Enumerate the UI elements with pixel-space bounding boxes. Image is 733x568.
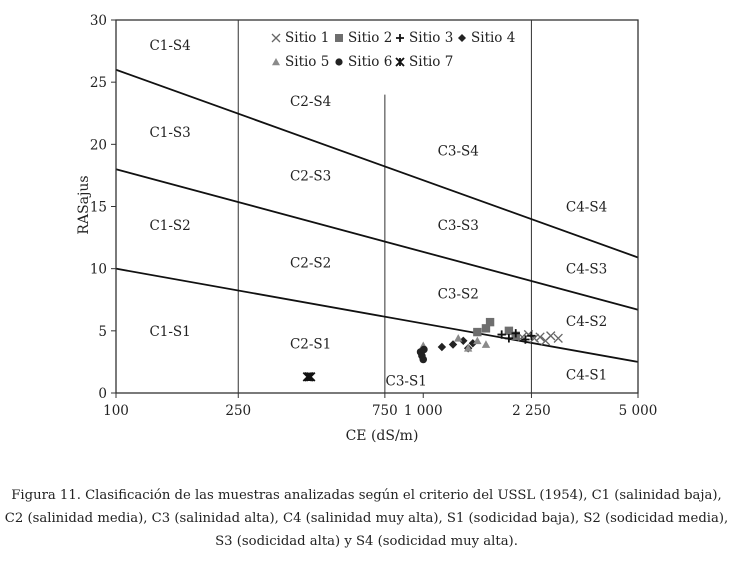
zone-label: C3-S4 <box>438 144 479 160</box>
data-point <box>521 335 530 344</box>
data-point <box>504 334 514 343</box>
zone-label: C2-S1 <box>290 336 331 352</box>
y-tick-label: 0 <box>98 386 107 402</box>
legend: Sitio 1 Sitio 2 Sitio 3 Sitio 4 Sitio 5 Sitio… <box>271 30 515 70</box>
legend-label: Sitio 7 <box>409 54 453 70</box>
series-sitio-6 <box>416 345 428 364</box>
y-tick-label: 15 <box>90 200 107 216</box>
zone-label: C1-S3 <box>149 125 190 141</box>
legend-label: Sitio 4 <box>471 30 515 46</box>
ussl-classification-chart: C1-S4 C1-S3 C1-S2 C1-S1 C2-S4 C2-S3 C2-S2 C2-S1… <box>76 13 658 444</box>
sodicity-boundary <box>115 267 639 363</box>
data-point <box>481 340 491 348</box>
data-point <box>535 332 545 342</box>
legend-marker <box>458 34 466 42</box>
legend-marker <box>396 34 404 42</box>
data-point <box>459 336 468 345</box>
sodicity-boundary <box>115 168 639 311</box>
data-point <box>511 329 520 338</box>
legend-label: Sitio 1 <box>285 30 329 46</box>
zone-label: C1-S1 <box>149 324 190 340</box>
data-point <box>527 331 536 341</box>
data-point <box>504 326 514 336</box>
caption-line-1: Figura 11. Clasificación de las muestras… <box>11 488 722 503</box>
data-point <box>420 345 428 354</box>
data-point <box>419 355 428 364</box>
y-tick-label: 20 <box>90 137 107 153</box>
legend-label: Sitio 5 <box>285 54 329 70</box>
data-point <box>485 317 495 327</box>
zone-label: C2-S4 <box>290 94 331 110</box>
legend-entry: Sitio 7 <box>395 54 453 70</box>
legend-marker <box>272 58 280 66</box>
data-point <box>463 344 473 352</box>
caption-line-3: S3 (sodicidad alta) y S4 (sodicidad muy … <box>215 534 518 549</box>
sodicity-boundary <box>115 68 639 259</box>
x-tick-label: 750 <box>372 403 398 419</box>
data-point <box>304 372 314 382</box>
zone-label: C4-S3 <box>566 262 607 278</box>
legend-entry: Sitio 4 <box>458 30 515 46</box>
x-tick-label: 5 000 <box>619 403 658 419</box>
series-sitio-3 <box>497 329 536 344</box>
legend-label: Sitio 6 <box>348 54 392 70</box>
legend-marker <box>395 57 405 67</box>
x-tick-label: 2 250 <box>512 403 551 419</box>
legend-entry: Sitio 6 <box>335 54 392 70</box>
legend-entry: Sitio 1 <box>271 30 329 46</box>
data-point <box>553 333 563 343</box>
data-point <box>497 330 506 339</box>
y-tick-label: 30 <box>90 13 107 29</box>
y-tick-label: 10 <box>90 262 107 278</box>
zone-label: C1-S4 <box>149 38 190 54</box>
data-point <box>454 334 463 342</box>
data-point <box>546 331 556 341</box>
data-point <box>473 327 482 337</box>
legend-entry: Sitio 3 <box>396 30 453 46</box>
x-tick-label: 1 000 <box>404 403 443 419</box>
zone-label: C3-S2 <box>438 287 479 303</box>
legend-entry: Sitio 2 <box>335 30 392 46</box>
data-points <box>302 317 563 382</box>
axes: 100 250 750 1 000 2 250 5 000 0 5 10 15 20 25 30 <box>90 13 658 419</box>
legend-entry: Sitio 5 <box>272 54 329 70</box>
x-tick-label: 250 <box>225 403 251 419</box>
data-point <box>448 340 458 349</box>
caption-line-2: C2 (salinidad media), C3 (salinidad alta… <box>4 511 729 526</box>
legend-label: Sitio 2 <box>348 30 392 46</box>
zone-label: C3-S3 <box>438 218 479 234</box>
series-sitio-7 <box>302 372 316 382</box>
y-axis-title: RASajus <box>76 175 92 234</box>
zone-label: C4-S1 <box>566 367 607 383</box>
y-tick-label: 5 <box>98 324 107 340</box>
zone-label: C4-S4 <box>566 200 607 216</box>
zone-label: C2-S3 <box>290 168 331 184</box>
zone-label: C2-S2 <box>290 255 331 271</box>
legend-marker <box>335 58 343 66</box>
zone-labels: C1-S4 C1-S3 C1-S2 C1-S1 C2-S4 C2-S3 C2-S2 C2-S1… <box>149 38 607 390</box>
data-point <box>305 372 316 382</box>
figure-caption: Figura 11. Clasificación de las muestras… <box>0 484 733 553</box>
zone-label: C4-S2 <box>566 314 607 330</box>
zone-label: C3-S1 <box>386 374 427 390</box>
sodicity-boundary-lines <box>115 68 639 363</box>
y-tick-label: 25 <box>90 75 107 91</box>
data-point <box>437 342 447 352</box>
vertical-class-lines <box>237 20 533 393</box>
x-tick-label: 100 <box>103 403 129 419</box>
data-point <box>481 324 491 333</box>
zone-label: C1-S2 <box>149 218 190 234</box>
legend-marker <box>271 33 281 43</box>
data-point <box>473 336 482 345</box>
legend-marker <box>335 34 343 42</box>
x-axis-title: CE (dS/m) <box>346 428 419 444</box>
legend-label: Sitio 3 <box>409 30 453 46</box>
